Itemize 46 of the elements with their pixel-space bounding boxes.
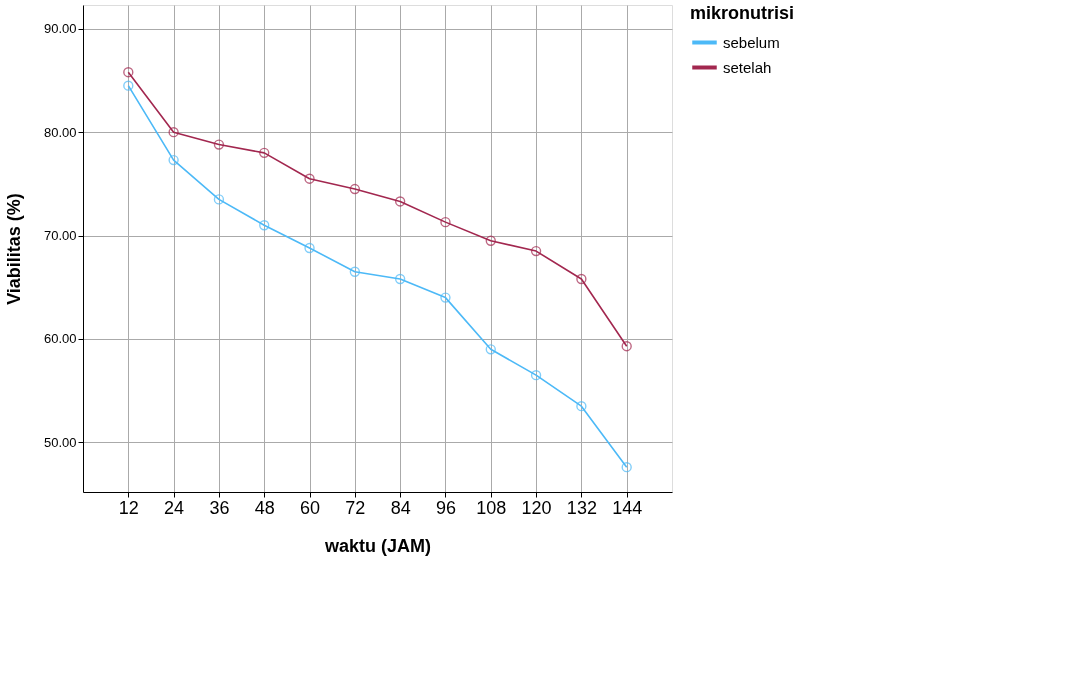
x-tick-label: 24 — [164, 497, 185, 518]
point — [304, 242, 315, 254]
x-tick-label: 72 — [345, 497, 366, 518]
point — [394, 273, 406, 285]
y-axis-title: Viabilitas (%) — [3, 193, 24, 305]
x-tick-label: 84 — [390, 497, 411, 518]
point — [576, 273, 587, 285]
point — [259, 220, 270, 231]
y-tick-label: 60.00 — [43, 331, 77, 347]
legend-title: mikronutrisi — [690, 3, 795, 23]
x-tick-label: 36 — [209, 497, 230, 518]
y-tick-label: 80.00 — [43, 124, 77, 140]
point — [621, 462, 632, 473]
x-tick-label: 108 — [476, 497, 507, 518]
point — [349, 266, 361, 277]
point — [440, 292, 451, 303]
point — [576, 401, 587, 412]
x-axis-title: waktu (JAM) — [323, 535, 432, 556]
point — [349, 183, 361, 195]
point — [485, 344, 496, 355]
legend-label: sebelum — [723, 33, 780, 51]
point — [621, 341, 632, 352]
x-tick-label: 60 — [300, 497, 321, 518]
x-tick-label: 120 — [521, 497, 552, 518]
point — [440, 216, 451, 228]
point — [259, 147, 270, 159]
point — [304, 173, 315, 184]
point — [485, 235, 496, 246]
point — [168, 127, 179, 138]
point — [530, 245, 542, 257]
x-tick-label: 12 — [118, 497, 139, 518]
point — [123, 67, 134, 78]
x-tick-label: 48 — [254, 497, 275, 518]
y-tick-label: 50.00 — [43, 434, 77, 450]
point — [168, 154, 179, 166]
point — [213, 194, 225, 205]
x-tick-label: 96 — [435, 497, 456, 518]
y-tick-label: 90.00 — [43, 21, 77, 37]
legend-label: setelah — [723, 58, 772, 76]
y-tick-label: 70.00 — [43, 228, 77, 244]
point — [123, 80, 134, 91]
point — [530, 370, 542, 381]
x-tick-label: 144 — [612, 497, 643, 518]
x-tick-label: 132 — [566, 497, 597, 518]
point — [394, 196, 406, 207]
point — [213, 139, 225, 150]
